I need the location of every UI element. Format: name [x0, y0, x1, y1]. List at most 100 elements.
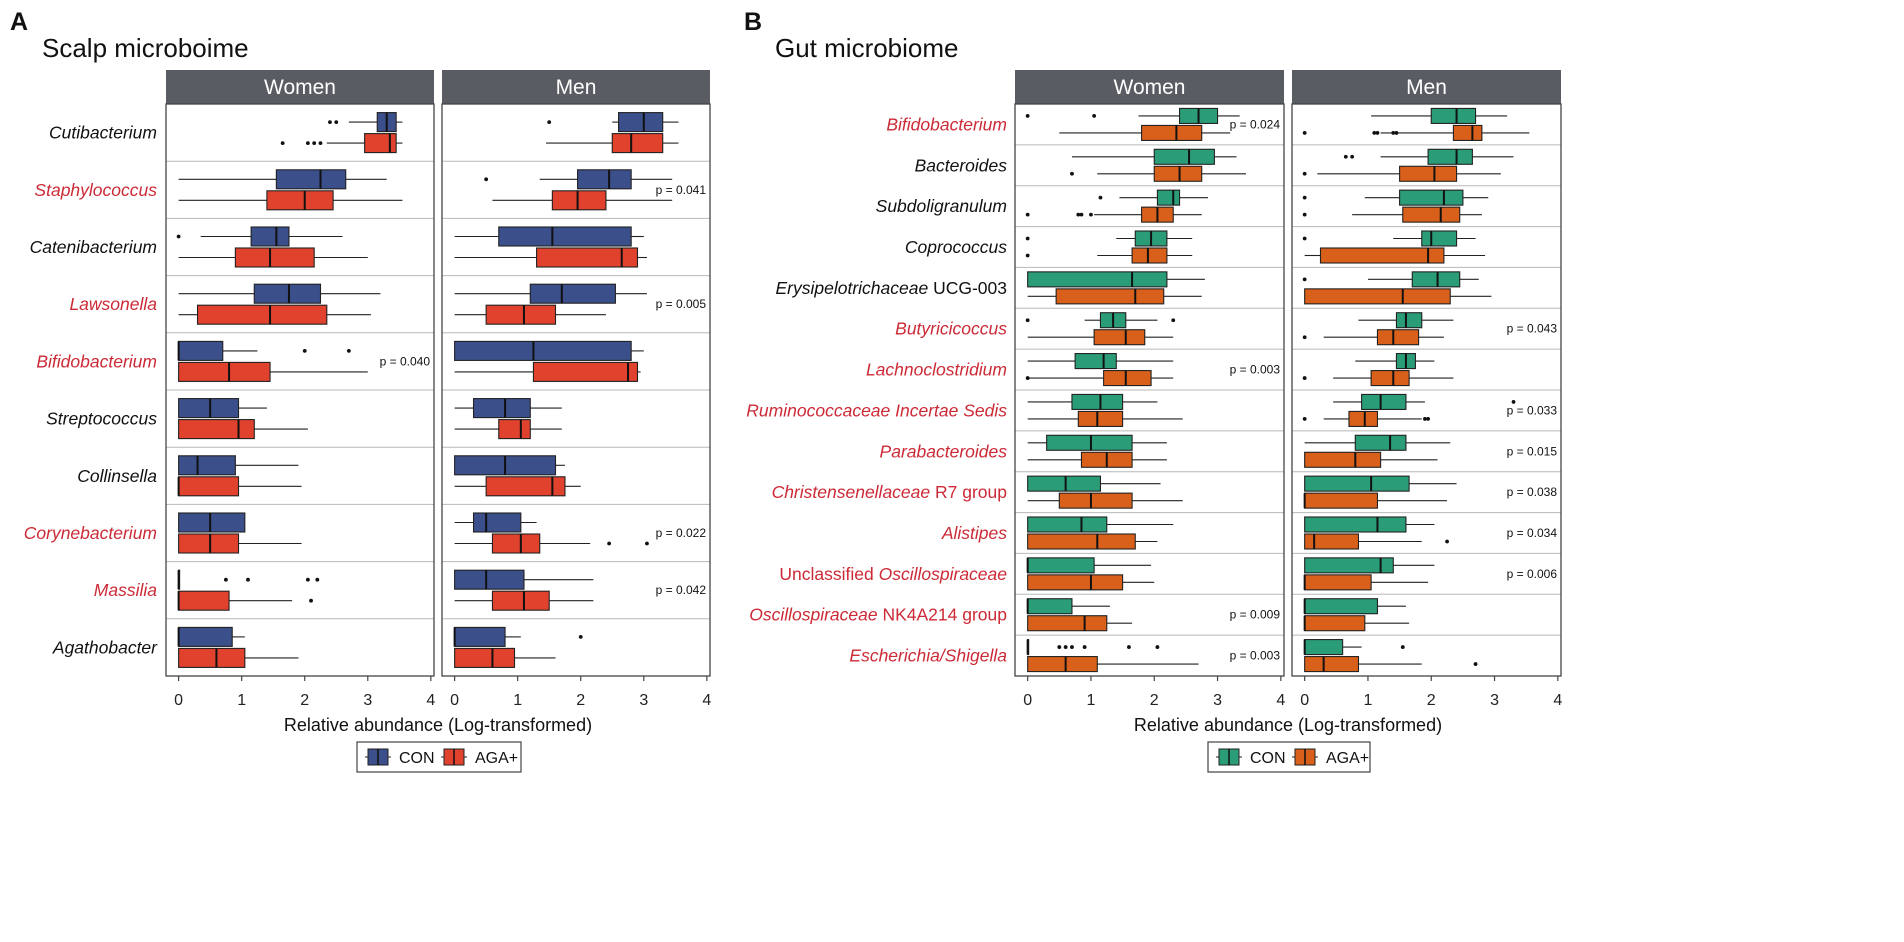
iqr-box — [1421, 230, 1458, 247]
box-con — [178, 512, 246, 533]
taxon-row: p = 0.003 — [1025, 353, 1280, 387]
taxon-label-italic: Bacteroides — [915, 155, 1008, 175]
x-tick-label: 2 — [576, 692, 585, 709]
box-con — [1025, 107, 1240, 124]
box-con — [1303, 639, 1405, 656]
box-con — [1343, 148, 1514, 165]
outlier-point — [1070, 645, 1074, 649]
outlier-point — [1343, 154, 1348, 159]
box-con — [328, 112, 403, 133]
taxon-row — [177, 455, 302, 497]
taxon-label: Oscillospiraceae NK4A214 group — [749, 605, 1007, 625]
x-tick-label: 4 — [426, 692, 435, 709]
plot-border — [1291, 103, 1562, 677]
box-aga — [1304, 533, 1449, 550]
taxon-row: p = 0.005 — [454, 283, 706, 325]
box-con — [178, 283, 381, 304]
iqr-box — [178, 647, 246, 668]
outlier-point — [305, 141, 310, 146]
taxon-row: p = 0.033 — [1302, 393, 1557, 427]
facet-strip — [1015, 70, 1284, 104]
outlier-point — [1302, 376, 1307, 380]
taxon-label-prefix: Unclassified — [779, 564, 878, 584]
outlier-point — [224, 577, 228, 582]
iqr-box — [250, 226, 290, 247]
iqr-box — [1093, 329, 1146, 346]
iqr-box — [1027, 533, 1136, 550]
box-aga — [1302, 370, 1454, 387]
facet-strip-label: Men — [556, 76, 597, 99]
box-con — [1027, 434, 1167, 451]
box-aga — [1027, 451, 1167, 468]
taxon-row — [1302, 271, 1492, 305]
box-con — [1355, 353, 1435, 370]
outlier-point — [305, 577, 310, 582]
taxon-row: p = 0.015 — [1304, 434, 1557, 468]
iqr-box — [1027, 271, 1168, 288]
iqr-box — [253, 283, 322, 304]
box-aga — [1302, 165, 1501, 182]
taxon-label-italic: Lachnoclostridium — [866, 360, 1007, 380]
taxon-label-italic: Streptococcus — [46, 409, 157, 429]
taxon-row — [177, 569, 320, 611]
box-con — [178, 169, 387, 190]
facet-strip — [442, 70, 710, 104]
iqr-box — [178, 512, 246, 533]
iqr-box — [1304, 288, 1451, 305]
box-aga — [1302, 124, 1530, 141]
box-con — [1302, 271, 1479, 288]
iqr-box — [1027, 516, 1108, 533]
box-aga — [178, 361, 368, 382]
box-aga — [280, 133, 403, 154]
iqr-box — [178, 455, 236, 476]
taxon-row — [178, 169, 403, 211]
iqr-box — [1399, 189, 1464, 206]
panel-letter: B — [744, 8, 762, 36]
iqr-box — [1304, 656, 1360, 673]
box-con — [1333, 393, 1516, 410]
box-aga — [177, 590, 313, 611]
outlier-point — [280, 141, 285, 146]
facet-strip — [1292, 70, 1561, 104]
iqr-box — [454, 569, 525, 590]
box-aga — [1303, 492, 1448, 509]
iqr-box — [1156, 189, 1181, 206]
box-aga — [178, 304, 371, 325]
outlier-point — [1098, 195, 1103, 200]
iqr-box — [1046, 434, 1133, 451]
taxon-label-italic: Escherichia/Shigella — [849, 646, 1007, 666]
box-aga — [1304, 247, 1486, 264]
iqr-box — [364, 133, 397, 154]
box-aga — [1025, 206, 1202, 223]
taxon-label-italic: Christensenellaceae — [772, 482, 931, 502]
box-con — [454, 283, 647, 304]
panel-title: Scalp microboime — [42, 33, 249, 63]
box-con — [1027, 393, 1158, 410]
box-con — [1027, 271, 1205, 288]
iqr-box — [472, 512, 522, 533]
taxon-row — [1302, 189, 1489, 223]
box-aga — [1304, 288, 1492, 305]
outlier-point — [607, 541, 612, 546]
taxon-label: Staphylococcus — [34, 180, 157, 200]
iqr-box — [1131, 247, 1168, 264]
iqr-box — [1376, 329, 1420, 346]
outlier-point — [1079, 212, 1084, 217]
iqr-box — [1071, 393, 1124, 410]
x-tick-label: 0 — [174, 692, 183, 709]
box-con — [177, 340, 351, 361]
box-con — [1098, 189, 1209, 206]
box-con — [1026, 598, 1110, 615]
box-aga — [492, 190, 673, 211]
box-con — [1025, 312, 1176, 329]
iqr-box — [454, 340, 632, 361]
iqr-box — [1153, 165, 1203, 182]
iqr-box — [275, 169, 347, 190]
outlier-point — [318, 141, 323, 146]
iqr-box — [1103, 370, 1152, 387]
taxon-label: Coprococcus — [905, 237, 1007, 257]
facet-strip-label: Women — [1114, 76, 1186, 99]
box-aga — [178, 190, 403, 211]
box-con — [454, 512, 537, 533]
box-con — [1304, 475, 1457, 492]
